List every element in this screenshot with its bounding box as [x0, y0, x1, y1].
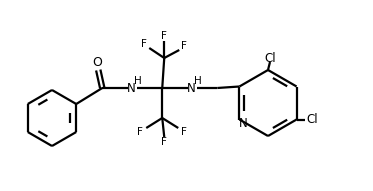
Text: H: H — [194, 76, 202, 86]
Text: Cl: Cl — [307, 113, 319, 126]
Text: N: N — [239, 117, 248, 130]
Text: F: F — [161, 31, 167, 41]
Text: O: O — [92, 56, 102, 69]
Text: F: F — [161, 137, 167, 147]
Text: F: F — [181, 41, 187, 51]
Text: F: F — [137, 127, 143, 137]
Text: H: H — [134, 76, 142, 86]
Text: F: F — [181, 127, 187, 137]
Text: N: N — [187, 82, 195, 95]
Text: F: F — [141, 39, 147, 49]
Text: N: N — [127, 82, 136, 95]
Text: Cl: Cl — [264, 52, 276, 65]
